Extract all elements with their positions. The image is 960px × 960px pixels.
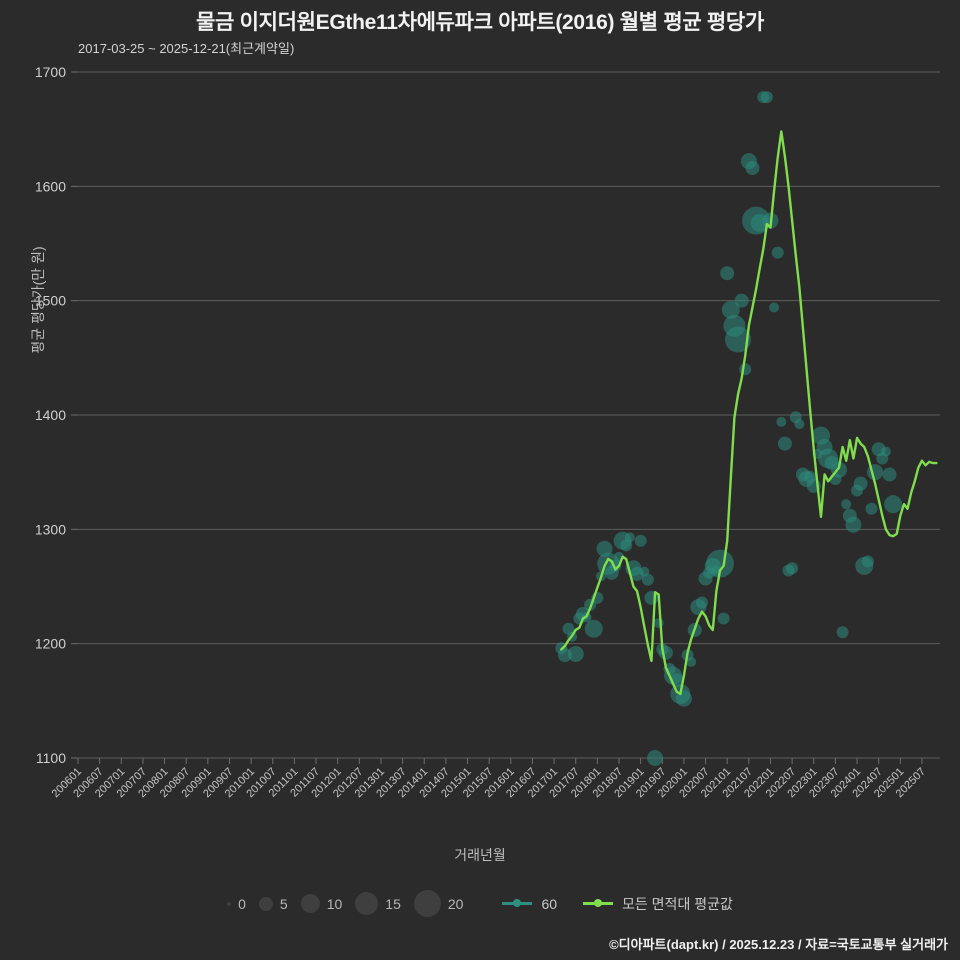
- legend-size-label: 20: [447, 895, 464, 912]
- legend-series-label: 60: [541, 895, 558, 912]
- bubble-marker: [776, 416, 787, 427]
- y-tick-label: 1200: [35, 636, 66, 652]
- y-axis-ticks: 1100 1200 1300 1400 1500 1600 1700: [35, 64, 78, 766]
- y-tick-label: 1600: [35, 178, 66, 194]
- bubble-marker: [836, 626, 849, 639]
- bubble-marker: [865, 502, 878, 515]
- legend-size-item: 0: [227, 896, 253, 912]
- bubble-marker: [739, 363, 752, 376]
- y-tick-label: 1100: [36, 750, 66, 766]
- series-line: [560, 130, 938, 696]
- bubble-marker: [745, 161, 760, 176]
- legend-size-item: 15: [355, 892, 408, 915]
- legend-size-scale: 0 5 10 15 20: [227, 890, 476, 917]
- bubble-marker: [777, 436, 792, 451]
- legend-size-label: 0: [238, 895, 246, 912]
- bubble-marker: [721, 300, 740, 319]
- series-lines: [560, 130, 938, 696]
- bubble-marker: [725, 326, 752, 353]
- bubble-marker: [695, 596, 708, 609]
- y-tick-label: 1300: [35, 521, 66, 537]
- bubble-marker: [717, 612, 730, 625]
- bubble-marker: [647, 750, 664, 766]
- bubble-marker: [567, 645, 584, 662]
- legend-size-item: 20: [413, 890, 471, 917]
- legend-series-item[interactable]: 모든 면적대 평균값: [583, 894, 733, 914]
- bubble-marker: [658, 645, 673, 660]
- y-tick-label: 1400: [35, 407, 66, 423]
- x-axis-ticks: 2006012006072007012007072008012008072009…: [50, 758, 928, 800]
- bubble-marker: [786, 562, 799, 575]
- legend-line-icon: [583, 899, 614, 907]
- bubble-marker: [771, 246, 784, 259]
- chart-legend: 0 5 10 15 20 60 모든 면적대 평균값: [0, 890, 960, 917]
- bubble-marker: [884, 495, 903, 514]
- legend-size-item: 10: [300, 894, 350, 913]
- legend-bubble-icon: [413, 890, 441, 917]
- legend-size-label: 15: [385, 895, 401, 912]
- legend-bubble-icon: [227, 901, 232, 906]
- bubble-marker: [584, 619, 603, 638]
- legend-series-list: 60 모든 면적대 평균값: [476, 894, 733, 914]
- bubble-marker: [734, 293, 749, 308]
- chart-subtitle: 2017-03-25 ~ 2025-12-21(최근계약일): [78, 41, 295, 56]
- bubble-marker: [686, 656, 697, 667]
- bubble-marker: [841, 499, 852, 510]
- bubble-marker: [760, 91, 773, 104]
- bubble-marker: [624, 532, 635, 543]
- legend-bubble-icon: [300, 894, 320, 913]
- bubble-marker: [641, 573, 654, 586]
- bubble-markers: [555, 91, 903, 766]
- gridlines: [78, 71, 940, 759]
- plot-area: 1100 1200 1300 1400 1500 1600 1700 20060120060…: [35, 64, 940, 800]
- bubble-marker: [653, 618, 664, 629]
- bubble-marker: [861, 555, 874, 568]
- y-tick-label: 1500: [35, 293, 66, 309]
- y-tick-label: 1700: [35, 64, 66, 80]
- bubble-marker: [882, 467, 897, 482]
- bubble-marker: [634, 534, 647, 547]
- legend-line-icon: [502, 899, 533, 907]
- x-axis-title: 거래년월: [454, 847, 506, 863]
- page-title: 물금 이지더원EGthe11차에듀파크 아파트(2016) 월별 평균 평당가: [196, 11, 764, 34]
- legend-size-label: 10: [326, 895, 343, 912]
- bubble-marker: [620, 539, 633, 552]
- bubble-marker: [853, 476, 868, 491]
- legend-size-item: 5: [258, 895, 295, 912]
- y-axis-title: 평균 평당가(만 원): [30, 246, 46, 354]
- footer-credit: ©디아파트(dapt.kr) / 2025.12.23 / 자료=국토교통부 실…: [609, 937, 948, 952]
- legend-bubble-icon: [355, 892, 379, 915]
- legend-series-item[interactable]: 60: [502, 896, 557, 912]
- legend-bubble-icon: [258, 896, 273, 911]
- bubble-marker: [720, 266, 735, 281]
- bubble-marker: [769, 302, 780, 313]
- legend-size-label: 5: [279, 895, 288, 912]
- legend-series-label: 모든 면적대 평균값: [622, 895, 733, 912]
- bubble-marker: [794, 419, 805, 430]
- bubble-marker: [880, 446, 891, 457]
- bubble-marker: [705, 549, 734, 578]
- bubble-marker: [562, 622, 575, 635]
- bubble-marker: [845, 516, 862, 533]
